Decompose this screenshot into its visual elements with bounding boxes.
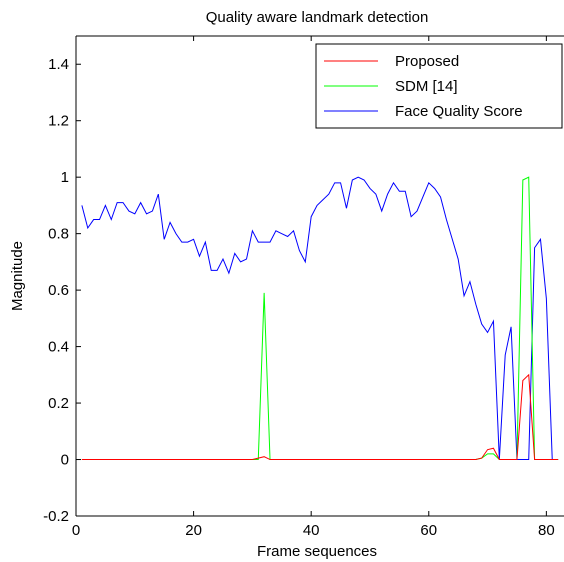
series-layer	[81, 176, 559, 461]
series-line-face-quality-score	[81, 176, 559, 461]
y-tick-label: 0.4	[48, 339, 69, 356]
axes-layer	[75, 35, 564, 517]
x-tick-label: 60	[420, 522, 437, 539]
x-tick-label: 80	[538, 522, 555, 539]
y-tick-label: 0.8	[48, 226, 69, 243]
y-tick-label: 1	[61, 169, 69, 186]
ticks-layer: 0 20 40 60 80-0.200.20.40.60.811.21.4	[43, 36, 555, 539]
x-tick-label: 20	[185, 522, 202, 539]
y-tick-label: 0.2	[48, 395, 69, 412]
legend: Proposed SDM [14] Face Quality Score	[315, 43, 563, 129]
x-tick-label: 0	[72, 522, 80, 539]
series-line-sdm-14	[81, 176, 559, 461]
y-tick-label: 1.2	[48, 113, 69, 130]
y-tick-label: 0	[61, 452, 69, 469]
y-axis-title: Magnitude	[9, 241, 26, 311]
legend-label: Proposed	[395, 53, 459, 70]
y-tick-label: -0.2	[43, 508, 69, 525]
legend-label: Face Quality Score	[395, 103, 523, 120]
y-tick-label: 1.4	[48, 56, 69, 73]
legend-label: SDM [14]	[395, 78, 458, 95]
series-line-proposed	[81, 373, 559, 461]
y-tick-label: 0.6	[48, 282, 69, 299]
chart-title: Quality aware landmark detection	[206, 9, 429, 26]
x-tick-label: 40	[303, 522, 320, 539]
x-axis-title: Frame sequences	[257, 543, 377, 560]
